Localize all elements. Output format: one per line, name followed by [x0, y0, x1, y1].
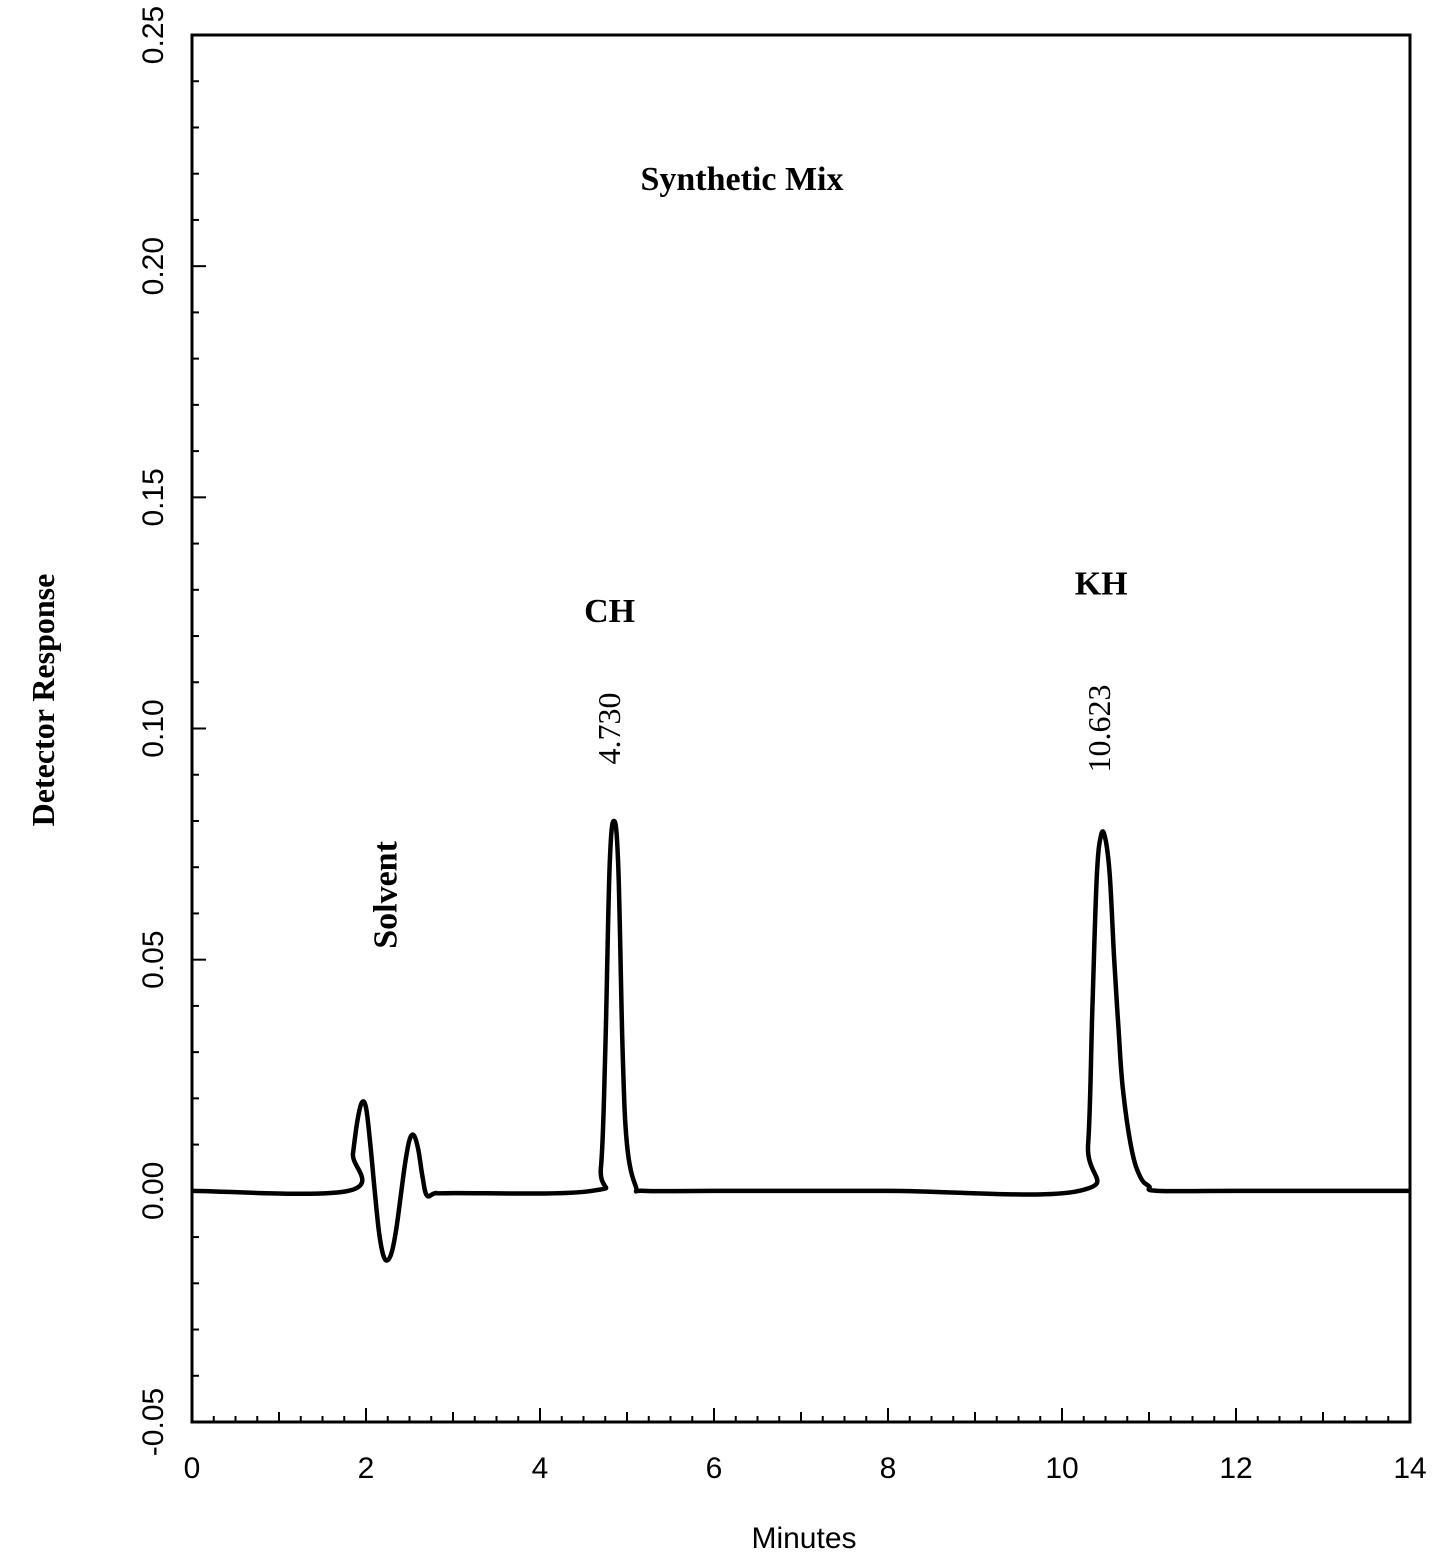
annotation-kh: KH: [1075, 565, 1128, 602]
y-tick-label: 0.00: [137, 1162, 170, 1220]
annotation-solvent: Solvent: [367, 840, 404, 948]
y-tick-label: 0.10: [137, 699, 170, 757]
annotation-kh_rt: 10.623: [1081, 685, 1117, 773]
y-tick-label: 0.20: [137, 237, 170, 295]
x-tick-label: 6: [706, 1452, 723, 1485]
y-tick-label: 0.05: [137, 930, 170, 988]
y-axis-ticks: -0.05 0.00 0.05 0.10 0.15 0.20 0.25: [137, 6, 206, 1456]
x-axis-label: Minutes: [751, 1522, 856, 1555]
annotation-ch_rt: 4.730: [591, 693, 627, 765]
y-tick-label: 0.25: [137, 6, 170, 64]
x-tick-label: 12: [1219, 1452, 1252, 1485]
x-axis-ticks: 0 2 4 6 8 10 12 14: [184, 1408, 1427, 1485]
x-tick-label: 4: [532, 1452, 549, 1485]
plot-frame: [190, 33, 1412, 1424]
peak-annotations: Solvent CH 4.730 KH 10.623: [367, 565, 1127, 948]
y-axis-label: Detector Response: [25, 574, 61, 827]
x-tick-label: 10: [1045, 1452, 1078, 1485]
annotation-ch: CH: [584, 593, 635, 630]
y-tick-label: -0.05: [137, 1388, 170, 1456]
y-tick-label: 0.15: [137, 468, 170, 526]
chart-title: Synthetic Mix: [640, 161, 843, 198]
x-tick-label: 8: [880, 1452, 897, 1485]
chromatogram-trace: [191, 818, 1410, 1263]
x-tick-label: 14: [1393, 1452, 1426, 1485]
x-tick-label: 0: [184, 1452, 201, 1485]
x-tick-label: 2: [358, 1452, 375, 1485]
